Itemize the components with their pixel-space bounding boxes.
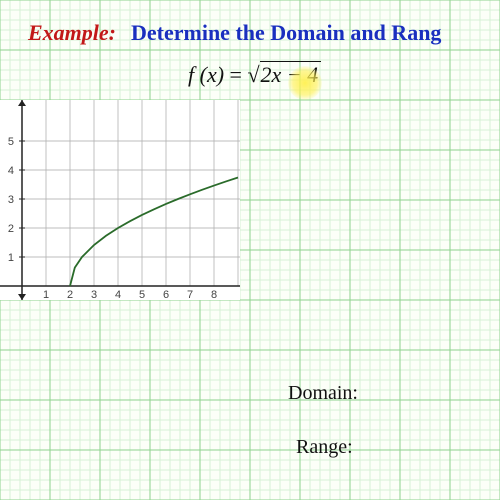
svg-text:2: 2 (8, 223, 14, 235)
svg-text:5: 5 (139, 289, 145, 300)
equation-radicand: 2x − 4 (260, 61, 322, 87)
title-area: Example: Determine the Domain and Rang (28, 20, 488, 46)
svg-text:5: 5 (8, 136, 14, 148)
equation-lhs: f (x) (188, 62, 224, 87)
svg-text:4: 4 (115, 289, 121, 300)
svg-text:2: 2 (67, 289, 73, 300)
svg-text:6: 6 (163, 289, 169, 300)
svg-text:3: 3 (8, 194, 14, 206)
title-text-content: Determine the Domain and Rang (131, 20, 441, 45)
equation-equals: = (230, 62, 242, 87)
svg-text:7: 7 (187, 289, 193, 300)
equation: f (x) = √2x − 4 (188, 62, 321, 88)
example-label: Example: (28, 20, 116, 45)
range-label: Range: (296, 436, 353, 459)
svg-text:1: 1 (43, 289, 49, 300)
title-text: Determine the Domain and Rang (120, 20, 441, 45)
svg-text:4: 4 (8, 165, 14, 177)
svg-text:3: 3 (91, 289, 97, 300)
function-chart: 1 2 3 4 5 6 7 8 1 2 3 4 5 (0, 100, 240, 300)
svg-text:8: 8 (211, 289, 217, 300)
svg-text:1: 1 (8, 252, 14, 264)
domain-label: Domain: (288, 382, 358, 405)
sqrt-symbol: √2x − 4 (247, 62, 321, 88)
